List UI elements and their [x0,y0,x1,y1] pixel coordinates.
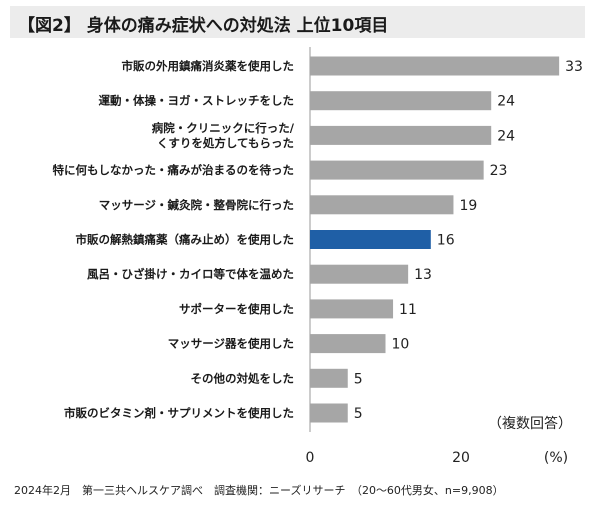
x-tick-label: 20 [452,450,470,466]
bar [310,56,560,76]
category-label: 市販の解熱鎮痛薬（痛み止め）を使用した [76,233,295,247]
category-label: サポーターを使用した [179,302,294,316]
data-label: 13 [414,267,432,283]
data-label: 33 [565,59,583,75]
category-label: 風呂・ひざ掛け・カイロ等で体を温めた [87,267,294,281]
data-label: 16 [437,233,455,249]
bar [310,368,348,388]
unit-label: (%) [544,450,568,466]
data-label: 23 [490,163,508,179]
bar [310,91,492,111]
data-label: 5 [354,371,363,387]
bar [310,160,484,180]
data-label: 19 [459,198,477,214]
bar [310,299,394,319]
bar [310,403,348,423]
bar [310,230,431,249]
note-label: （複数回答） [488,415,572,432]
category-label: 運動・体操・ヨガ・ストレッチをした [99,94,295,108]
category-label: 病院・クリニックに行った/くすりを処方してもらった [152,121,295,150]
x-tick-label: 0 [306,450,315,466]
data-label: 11 [399,302,417,318]
bar [310,195,454,215]
data-label: 24 [497,94,515,110]
category-label: その他の対処をした [191,371,295,385]
category-label: マッサージ・鍼灸院・整骨院に行った [99,198,294,212]
data-label: 10 [392,337,410,353]
footnote: 2024年2月 第一三共ヘルスケア調べ 調査機関：ニーズリサーチ （20～60代… [14,484,504,497]
bar [310,125,492,145]
bar [310,264,409,284]
category-label: マッサージ器を使用した [168,337,294,351]
bar [310,334,386,354]
title-band: 【図2】 身体の痛み症状への対処法 上位10項目 [10,6,585,38]
category-label: 市販の外用鎮痛消炎薬を使用した [122,59,295,73]
category-label: 市販のビタミン剤・サプリメントを使用した [64,406,294,420]
data-label: 5 [354,406,363,422]
chart-title: 【図2】 身体の痛み症状への対処法 上位10項目 [18,16,389,36]
category-label: 特に何もしなかった・痛みが治まるのを待った [53,163,295,177]
data-label: 24 [497,128,515,144]
